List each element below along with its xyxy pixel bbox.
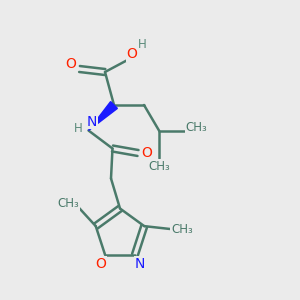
Text: CH₃: CH₃ — [171, 223, 193, 236]
Text: CH₃: CH₃ — [186, 121, 207, 134]
Polygon shape — [88, 102, 117, 130]
Text: H: H — [138, 38, 147, 52]
Text: H: H — [74, 122, 82, 136]
Text: N: N — [87, 115, 97, 128]
Text: O: O — [95, 256, 106, 271]
Text: N: N — [134, 256, 145, 271]
Text: CH₃: CH₃ — [148, 160, 170, 173]
Text: O: O — [65, 58, 76, 71]
Text: O: O — [127, 47, 137, 61]
Text: O: O — [142, 146, 152, 160]
Text: CH₃: CH₃ — [58, 197, 80, 210]
